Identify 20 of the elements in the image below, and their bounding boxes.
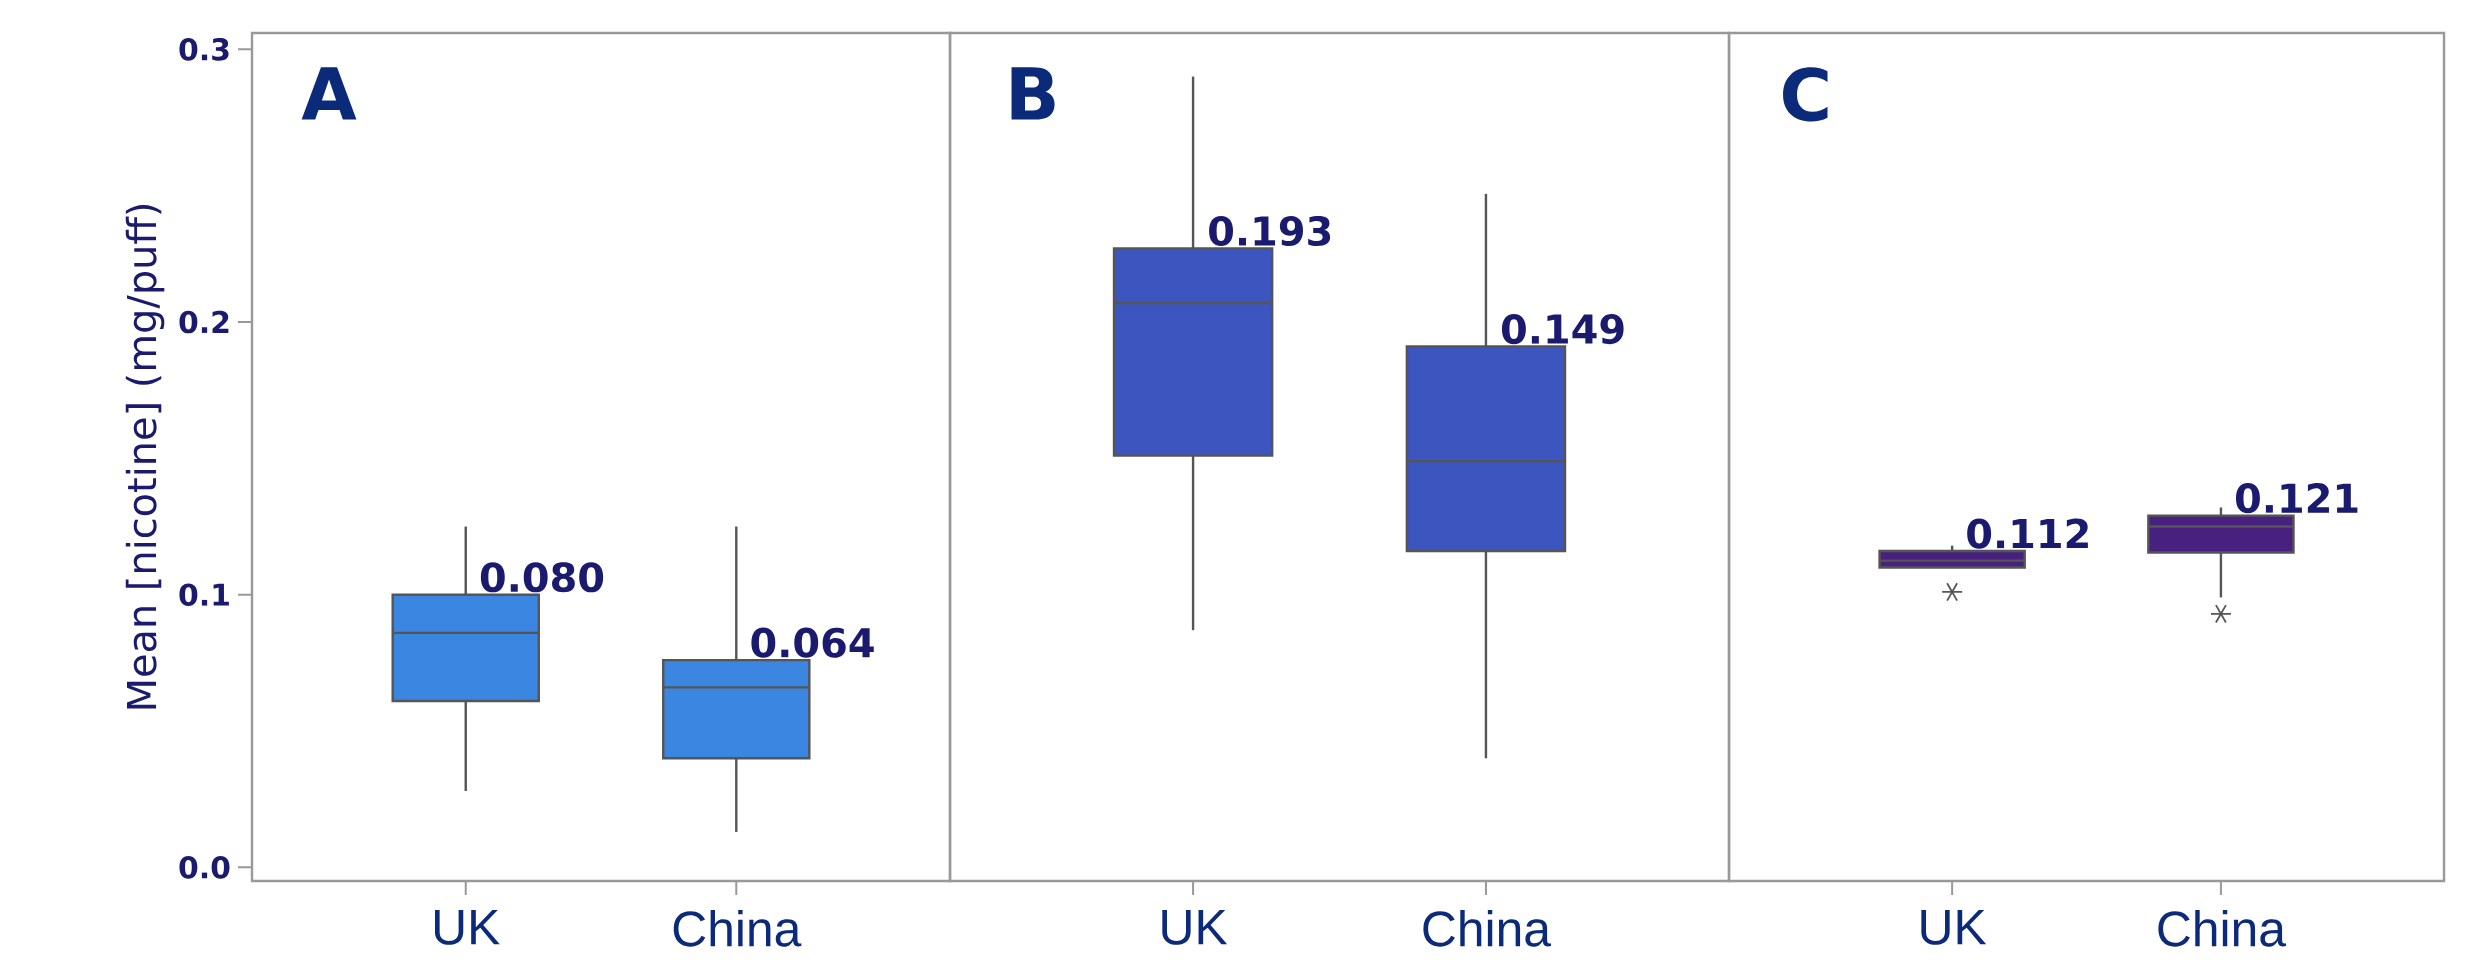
x-tick-label: UK <box>1162 910 1228 945</box>
annotation: 0.112 <box>1967 518 2088 549</box>
annotation: 0.121 <box>2235 483 2358 514</box>
y-tick-label: 0.2 <box>179 310 229 334</box>
annotation: 0.193 <box>1209 215 1331 246</box>
annotation: 0.080 <box>480 562 604 593</box>
x-tick-label: UK <box>1921 910 1987 945</box>
y-tick-label: 0.1 <box>179 583 229 607</box>
x-tick-label: China <box>2158 910 2286 947</box>
y-axis-title: Mean [nicotine] (mg/puff) <box>125 205 165 709</box>
y-tick-label: 0.3 <box>179 38 229 61</box>
chart-title: C <box>1783 67 1828 122</box>
annotation: 0.149 <box>1501 314 1624 345</box>
x-tick-label: UK <box>434 910 500 945</box>
x-tick-label: China <box>1423 910 1551 947</box>
x-tick-label: China <box>673 910 802 947</box>
annotation: 0.064 <box>751 627 874 658</box>
y-tick-label: 0.0 <box>179 856 230 879</box>
chart-title: A <box>301 67 357 120</box>
chart-title: B <box>1011 67 1055 120</box>
